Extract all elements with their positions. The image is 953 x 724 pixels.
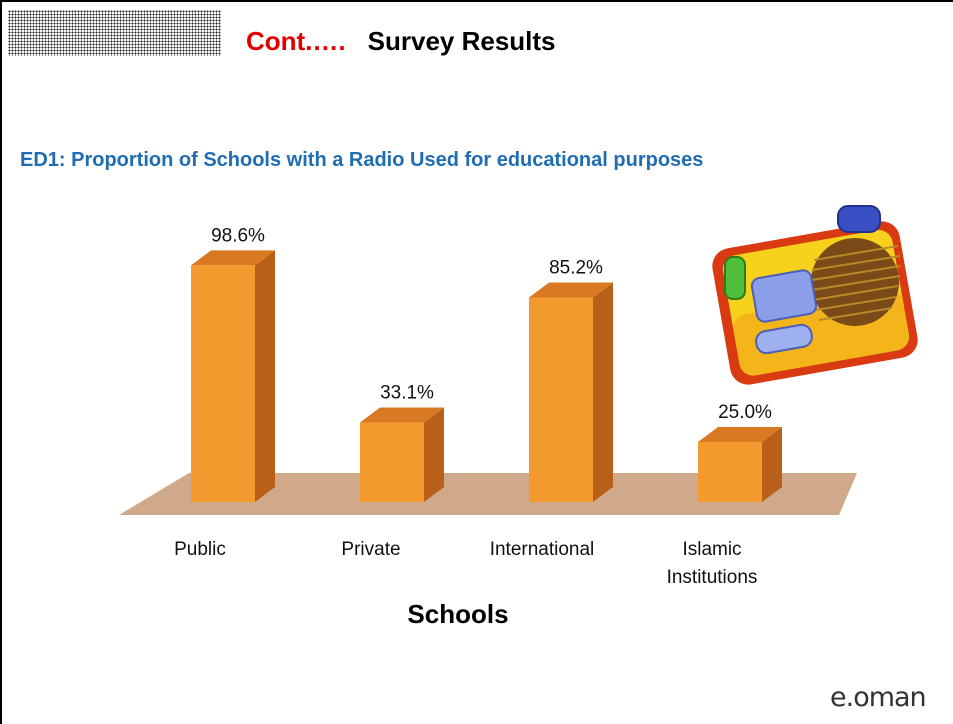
chart-subtitle: ED1: Proportion of Schools with a Radio …	[20, 149, 704, 171]
value-label: 98.6%	[211, 225, 265, 246]
bar-side	[424, 407, 444, 502]
bar-top	[529, 282, 613, 298]
bar-top	[360, 407, 444, 423]
bar-top	[698, 427, 782, 442]
category-label: Institutions	[667, 567, 758, 588]
bar-side	[255, 250, 275, 502]
bar-islamic-institutions	[698, 427, 782, 502]
bar-front	[360, 422, 424, 502]
dotted-pattern-decoration	[8, 10, 221, 56]
value-label: 85.2%	[549, 258, 603, 279]
bar-front	[191, 265, 255, 502]
bar-public	[191, 250, 275, 502]
x-axis-title: Schools	[407, 599, 508, 629]
bar-front	[529, 297, 593, 502]
bar-side	[762, 427, 782, 502]
eoman-logo: e.oman	[830, 682, 927, 713]
bar-side	[593, 282, 613, 502]
value-label: 25.0%	[718, 402, 772, 423]
title-main: Survey Results	[367, 26, 556, 56]
slide-title: Cont.…. Survey Results	[246, 26, 556, 57]
category-label: Public	[174, 539, 226, 560]
bar-international	[529, 282, 613, 502]
category-label: International	[490, 539, 595, 560]
chart-floor	[119, 473, 857, 515]
title-prefix: Cont.….	[246, 26, 346, 56]
bar-front	[698, 442, 762, 502]
category-label: Private	[341, 539, 400, 560]
bar-private	[360, 407, 444, 502]
radio-icon	[712, 205, 918, 385]
bar-top	[191, 250, 275, 266]
value-label: 33.1%	[380, 383, 434, 404]
category-label: Islamic	[682, 539, 741, 560]
